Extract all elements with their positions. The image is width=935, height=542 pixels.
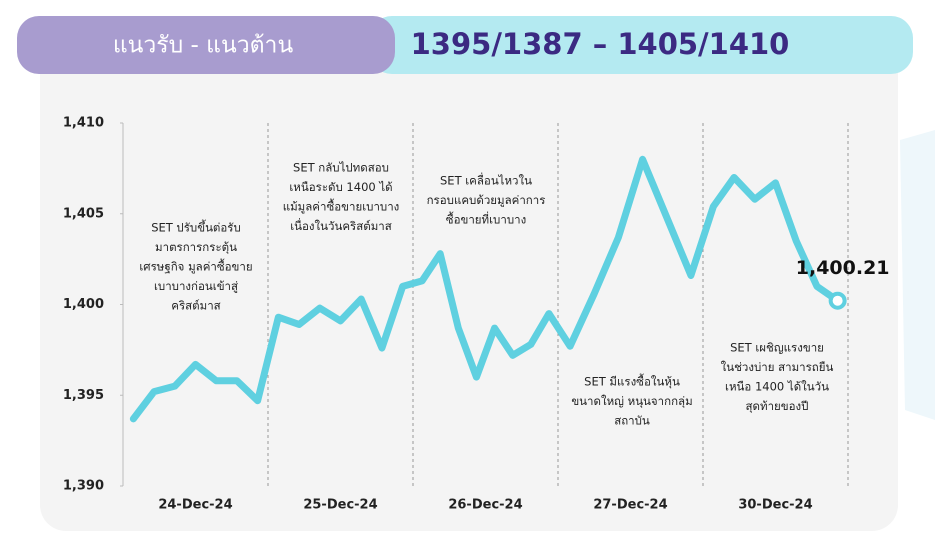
annotation: SET เคลื่อนไหวใน: [440, 173, 532, 188]
label-pill: [17, 16, 395, 74]
y-tick-label: 1,410: [63, 116, 104, 131]
annotation: กรอบแคบด้วยมูลค่าการ: [427, 193, 546, 207]
annotation: เหนือระดับ 1400 ได้: [289, 180, 392, 194]
header-label: แนวรับ - แนวต้าน: [113, 33, 294, 59]
end-marker: [828, 291, 847, 310]
annotation: เนื่องในวันคริสต์มาส: [290, 218, 392, 233]
decor: [900, 130, 935, 420]
annotation: SET ปรับขึ้นต่อรับ: [151, 220, 241, 235]
y-tick-label: 1,400: [63, 297, 104, 312]
header-levels: 1395/1387 – 1405/1410: [411, 27, 790, 61]
annotation: ในช่วงบ่าย สามารถยืน: [721, 360, 834, 374]
x-tick-label: 26-Dec-24: [448, 498, 522, 513]
annotation: ซื้อขายที่เบาบาง: [446, 212, 526, 227]
annotation: ขนาดใหญ่ หนุนจากกลุ่ม: [571, 394, 692, 408]
annotation: มาตรการกระตุ้น: [155, 240, 237, 254]
annotation: คริสต์มาส: [171, 299, 220, 313]
annotation: SET มีแรงซื้อในหุ้น: [584, 374, 680, 389]
panel: [40, 45, 898, 531]
x-tick-label: 27-Dec-24: [593, 498, 667, 513]
annotation: เบาบางก่อนเข้าสู่: [154, 279, 238, 293]
annotation: สถาบัน: [614, 414, 650, 428]
y-tick-label: 1,395: [63, 388, 104, 403]
x-tick-label: 25-Dec-24: [303, 498, 377, 513]
annotation: เหนือ 1400 ได้ในวัน: [725, 380, 829, 394]
x-tick-label: 30-Dec-24: [738, 498, 812, 513]
annotation: เศรษฐกิจ มูลค่าซื้อขาย: [139, 259, 252, 274]
annotation: SET กลับไปทดสอบ: [293, 161, 389, 175]
y-tick-label: 1,390: [63, 479, 104, 494]
price-line: [129, 155, 842, 423]
value-label: 1,400.21: [796, 257, 890, 279]
y-tick-label: 1,405: [63, 206, 104, 221]
x-tick-label: 24-Dec-24: [158, 498, 232, 513]
annotation: สุดท้ายของปี: [746, 399, 809, 413]
annotation: แม้มูลค่าซื้อขายเบาบาง: [283, 199, 400, 214]
levels-pill: [370, 16, 913, 74]
annotation: SET เผชิญแรงขาย: [730, 341, 824, 355]
